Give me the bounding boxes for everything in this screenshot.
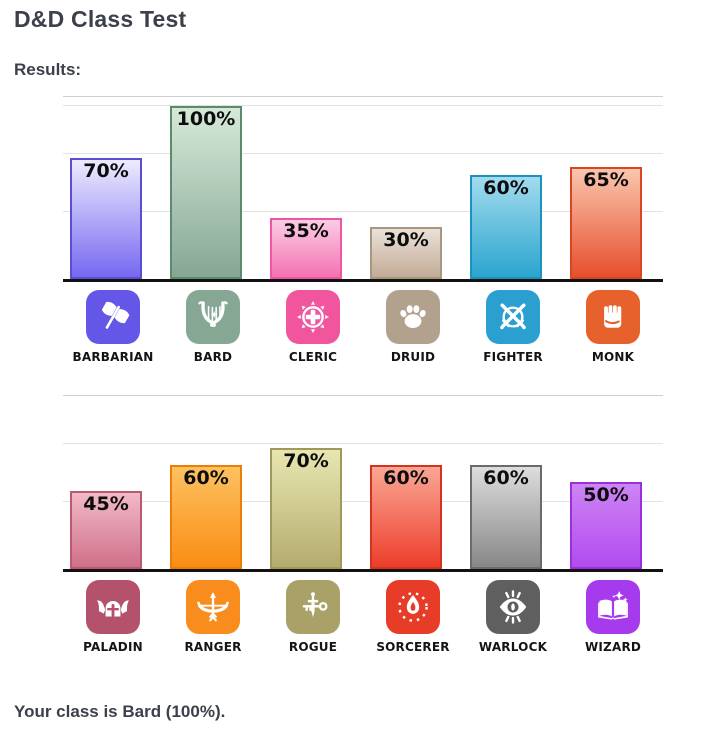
gridline [63, 501, 663, 502]
result-summary: Your class is Bard (100%). [14, 702, 226, 721]
monk-value-label: 65% [583, 169, 629, 191]
warlock-bar: 60% [470, 465, 542, 569]
druid-bar: 30% [370, 227, 442, 279]
lyre-icon [186, 290, 240, 344]
wizard-legend: WIZARD [563, 580, 663, 654]
monk-legend: MONK [563, 290, 663, 364]
class-icons-row-1: BARBARIAN BARD CLERIC DRUID FIGHTER MONK [63, 290, 663, 364]
bard-legend: BARD [163, 290, 263, 364]
cleric-legend: CLERIC [263, 290, 363, 364]
results-heading: Results: [14, 60, 82, 79]
gridline [63, 153, 663, 154]
cleric-class-label: CLERIC [288, 350, 338, 364]
bard-value-label: 100% [176, 108, 236, 130]
eye-icon [486, 580, 540, 634]
ranger-legend: RANGER [163, 580, 263, 654]
rogue-class-label: ROGUE [288, 640, 338, 654]
sorcerer-value-label: 60% [383, 467, 429, 489]
fighter-value-label: 60% [483, 177, 529, 199]
sorcerer-legend: SORCERER [363, 580, 463, 654]
cleric-value-label: 35% [283, 220, 329, 242]
paw-icon [386, 290, 440, 344]
fighter-legend: FIGHTER [463, 290, 563, 364]
class-icons-row-2: PALADIN RANGER ROGUE SORCERER WARLOCK WIZARD [63, 580, 663, 654]
fighter-bar: 60% [470, 175, 542, 279]
barbarian-value-label: 70% [83, 160, 129, 182]
winged-helmet-icon [86, 580, 140, 634]
warlock-value-label: 60% [483, 467, 529, 489]
results-page: D&D Class Test Results: 70% 100% 35% 30% 60%… [0, 6, 709, 722]
dagger-key-icon [286, 580, 340, 634]
paladin-bar: 45% [70, 491, 142, 569]
druid-value-label: 30% [383, 229, 429, 251]
plot-area-1: 70% 100% 35% 30% 60% 65% [63, 96, 663, 282]
paladin-legend: PALADIN [63, 580, 163, 654]
barbarian-class-label: BARBARIAN [72, 350, 154, 364]
bar-chart-classes-1: 70% 100% 35% 30% 60% 65% BARBARIAN BARD CLERIC D… [63, 96, 663, 364]
rogue-legend: ROGUE [263, 580, 363, 654]
bard-class-label: BARD [193, 350, 233, 364]
fighter-class-label: FIGHTER [483, 350, 543, 364]
monk-class-label: MONK [591, 350, 635, 364]
holy-cross-icon [286, 290, 340, 344]
cleric-bar: 35% [270, 218, 342, 279]
warlock-legend: WARLOCK [463, 580, 563, 654]
barbarian-legend: BARBARIAN [63, 290, 163, 364]
crossed-swords-icon [486, 290, 540, 344]
monk-bar: 65% [570, 167, 642, 279]
barbarian-bar: 70% [70, 158, 142, 279]
druid-class-label: DRUID [390, 350, 436, 364]
warlock-class-label: WARLOCK [478, 640, 548, 654]
ranger-bar: 60% [170, 465, 242, 569]
paladin-value-label: 45% [83, 493, 129, 515]
magic-book-icon [586, 580, 640, 634]
page-title: D&D Class Test [14, 6, 187, 32]
ranger-class-label: RANGER [184, 640, 242, 654]
axe-icon [86, 290, 140, 344]
bow-arrow-icon [186, 580, 240, 634]
fist-icon [586, 290, 640, 344]
ranger-value-label: 60% [183, 467, 229, 489]
flame-icon [386, 580, 440, 634]
wizard-class-label: WIZARD [584, 640, 642, 654]
paladin-class-label: PALADIN [83, 640, 143, 654]
sorcerer-class-label: SORCERER [376, 640, 450, 654]
wizard-value-label: 50% [583, 484, 629, 506]
gridline [63, 105, 663, 106]
wizard-bar: 50% [570, 482, 642, 569]
gridline [63, 443, 663, 444]
bard-bar: 100% [170, 106, 242, 279]
bar-chart-classes-2: 45% 60% 70% 60% 60% 50% PALADIN RANGER ROGUE SOR… [63, 395, 663, 654]
druid-legend: DRUID [363, 290, 463, 364]
gridline [63, 211, 663, 212]
plot-area-2: 45% 60% 70% 60% 60% 50% [63, 395, 663, 572]
rogue-value-label: 70% [283, 450, 329, 472]
sorcerer-bar: 60% [370, 465, 442, 569]
rogue-bar: 70% [270, 448, 342, 569]
